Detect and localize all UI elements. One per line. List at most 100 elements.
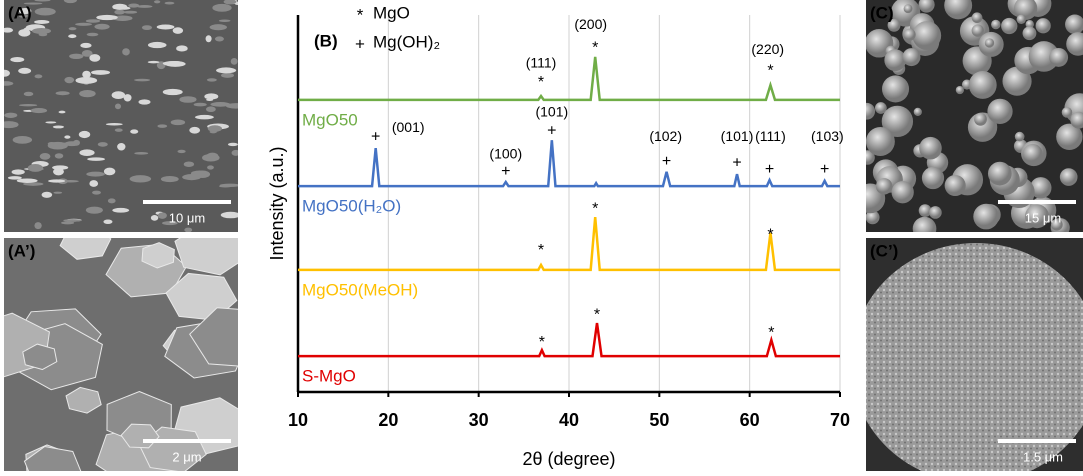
flake	[97, 142, 108, 147]
flake	[54, 153, 64, 159]
flake	[150, 214, 159, 221]
sphere	[1001, 17, 1018, 35]
flake	[221, 72, 235, 78]
scale-label: 1.5 μm	[1023, 449, 1063, 464]
sphere	[1014, 131, 1025, 142]
flake	[12, 136, 33, 144]
flake	[86, 32, 99, 37]
flake	[206, 98, 214, 102]
series-line	[298, 56, 840, 102]
flake	[177, 149, 186, 154]
annotation: *	[594, 306, 600, 323]
flake	[18, 13, 28, 18]
series-line	[298, 140, 840, 188]
flake	[89, 180, 99, 187]
sem-content	[866, 238, 1083, 471]
flake	[52, 165, 69, 170]
sphere	[971, 12, 983, 23]
flake	[34, 0, 51, 2]
annotation: *	[767, 226, 773, 243]
flake	[141, 25, 153, 31]
sphere	[866, 243, 1083, 471]
flake	[205, 106, 216, 113]
flake	[207, 165, 214, 170]
sem-image	[866, 238, 1083, 471]
flake	[112, 3, 128, 10]
flake	[195, 114, 214, 120]
flake	[34, 7, 56, 16]
platelet	[59, 238, 112, 260]
x-tick-label: 20	[378, 410, 398, 430]
flake	[231, 149, 238, 156]
flake	[19, 104, 38, 107]
sphere	[1022, 26, 1037, 41]
platelet	[23, 446, 82, 471]
sphere	[903, 4, 913, 14]
x-axis-label: 2θ (degree)	[522, 449, 615, 469]
flake	[96, 14, 118, 21]
sphere	[944, 174, 966, 197]
legend-label: Mg(OH)₂	[373, 32, 440, 51]
panel-label: (C)	[870, 3, 894, 22]
flake	[112, 15, 133, 21]
annotation: (101)	[535, 104, 568, 120]
x-tick-label: 70	[830, 410, 850, 430]
sphere	[866, 127, 895, 156]
scale-label: 2 μm	[172, 449, 201, 464]
flake	[218, 19, 231, 22]
flake	[81, 50, 93, 57]
flake	[79, 149, 95, 156]
legend-symbol: +	[355, 34, 365, 53]
legend-symbol: *	[357, 5, 364, 24]
flake	[23, 182, 44, 186]
flake	[47, 141, 56, 146]
flake	[69, 53, 84, 60]
flake	[214, 36, 224, 42]
sphere	[991, 19, 1001, 30]
flake	[10, 56, 25, 63]
annotation: +	[820, 161, 829, 178]
sem-content	[4, 0, 238, 232]
annotation: *	[768, 324, 774, 341]
sphere	[971, 24, 984, 37]
flake	[138, 99, 151, 105]
platelet	[141, 242, 175, 269]
annotation: (001)	[392, 119, 425, 135]
sphere	[1025, 204, 1049, 229]
flake	[204, 93, 219, 100]
sphere	[929, 206, 942, 219]
flake	[64, 135, 71, 139]
flake	[53, 167, 64, 176]
sphere	[866, 150, 875, 165]
flake	[4, 112, 18, 118]
flake	[112, 207, 130, 213]
flake	[82, 70, 91, 79]
flake	[4, 81, 14, 86]
flake	[164, 1, 175, 5]
platelet	[189, 307, 238, 367]
annotation: (220)	[751, 41, 784, 57]
sphere	[968, 71, 997, 99]
series-label: MgO50(H₂O)	[302, 197, 401, 216]
flake	[27, 164, 44, 172]
panel-label: (C’)	[870, 241, 898, 260]
annotation: (111)	[755, 128, 786, 144]
flake	[114, 128, 123, 132]
annotation: *	[592, 200, 598, 217]
legend-label: MgO	[373, 3, 410, 22]
sem-content	[866, 0, 1083, 232]
sphere	[918, 204, 932, 217]
sphere	[1035, 18, 1051, 34]
flake	[63, 219, 82, 222]
sphere	[874, 102, 887, 114]
platelet	[65, 386, 102, 414]
annotation: +	[732, 154, 741, 171]
sphere	[987, 161, 1012, 186]
flake	[130, 129, 139, 134]
sphere	[881, 105, 914, 138]
x-tick-label: 30	[469, 410, 489, 430]
sem-image	[4, 0, 238, 232]
sphere	[1050, 218, 1063, 231]
sphere	[1025, 20, 1034, 29]
flake	[147, 60, 160, 64]
